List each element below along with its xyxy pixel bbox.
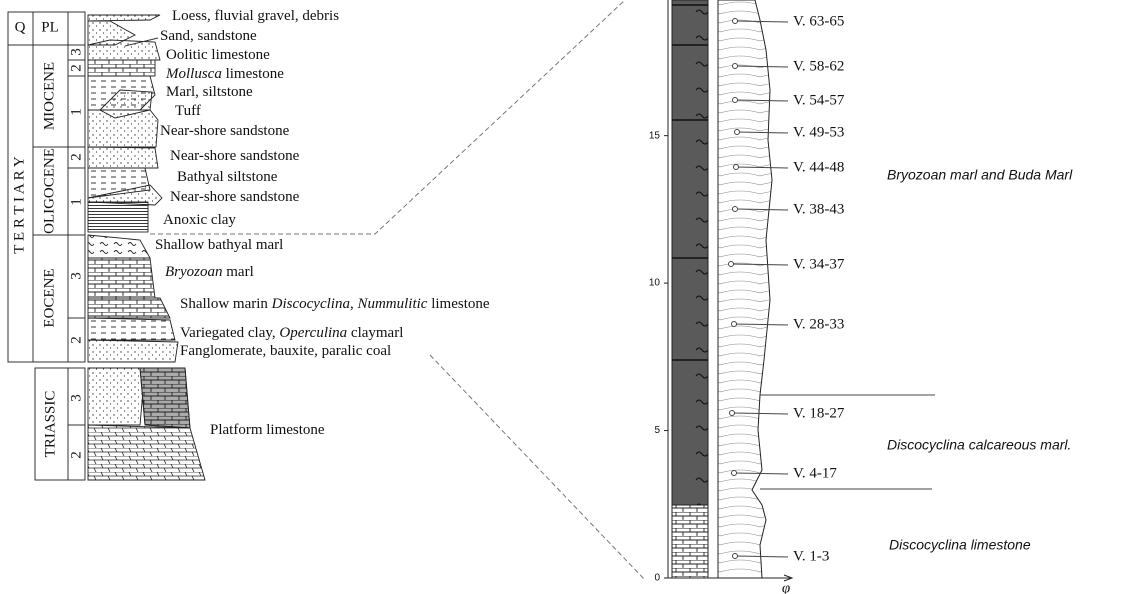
sample-label: V. 28-33 <box>793 316 844 332</box>
sample-point <box>733 98 738 103</box>
label-part: Oolitic limestone <box>166 47 270 63</box>
lithology-label: Bryozoan marl <box>165 264 254 280</box>
lithology-label: Near-shore sandstone <box>160 123 290 139</box>
sample-label: V. 38-43 <box>793 201 844 217</box>
stage-label: 2 <box>68 336 84 344</box>
epoch-label: EOCENE <box>41 268 57 327</box>
sample-label: V. 58-62 <box>793 58 844 74</box>
sample-point <box>734 165 739 170</box>
label-part: Operculina <box>279 325 347 341</box>
stage-label: 3 <box>68 272 84 280</box>
label-part: limestone <box>427 296 489 312</box>
sample-point <box>730 411 735 416</box>
label-part: claymarl <box>347 325 403 341</box>
era-label: Q <box>15 19 26 35</box>
tick-label: 10 <box>649 278 661 289</box>
epoch-label: TRIASSIC <box>42 391 58 458</box>
stage-label: 2 <box>68 451 84 459</box>
lithology-label: Fanglomerate, bauxite, paralic coal <box>180 343 391 359</box>
sample-label: V. 4-17 <box>793 465 837 481</box>
stage-label: 2 <box>68 153 84 161</box>
label-part: Sand, sandstone <box>160 28 257 44</box>
label-part: Mollusca <box>165 66 222 82</box>
lithology-label: Marl, siltstone <box>166 84 253 100</box>
sample-point <box>735 130 740 135</box>
stage-label: 3 <box>68 394 84 402</box>
sample-label: V. 63-65 <box>793 13 844 29</box>
tick-label: 0 <box>654 573 660 584</box>
label-part: , <box>350 296 358 312</box>
lithology-label: Bathyal siltstone <box>177 169 278 185</box>
sample-label: V. 34-37 <box>793 256 845 272</box>
label-part: Loess, fluvial gravel, debris <box>172 8 339 24</box>
label-part: Discocyclina <box>271 296 350 312</box>
label-part: Marl, siltstone <box>166 84 253 100</box>
lithology-label: Oolitic limestone <box>166 47 270 63</box>
label-part: marl <box>223 264 254 280</box>
labels: Q T E R T I A R Y PL MIOCENE OLIGOCENE EOCENE… <box>11 0 1073 594</box>
stage-label: 2 <box>68 64 84 72</box>
epoch-label: MIOCENE <box>41 62 57 130</box>
label-part: Platform limestone <box>210 422 325 438</box>
era-label: T E R T I A R Y <box>11 156 27 254</box>
lithology-label: Sand, sandstone <box>160 28 257 44</box>
sample-label: V. 44-48 <box>793 159 844 175</box>
sample-label: V. 54-57 <box>793 92 845 108</box>
lithology-label: Variegated clay, Operculina claymarl <box>180 325 403 341</box>
label-part: Nummulitic <box>356 296 427 312</box>
sample-point <box>733 554 738 559</box>
stage-label: 3 <box>68 48 84 56</box>
label-part: Shallow bathyal marl <box>155 237 283 253</box>
label-part: Bryozoan <box>165 264 223 280</box>
stage-label: 1 <box>68 108 84 116</box>
label-part: Tuff <box>175 103 201 119</box>
sample-point <box>732 471 737 476</box>
unit-label: Bryozoan marl and Buda Marl <box>887 167 1073 183</box>
sample-label: V. 18-27 <box>793 405 845 421</box>
label-part: Near-shore sandstone <box>170 189 300 205</box>
lithology-label: Loess, fluvial gravel, debris <box>172 8 339 24</box>
unit-label: Discocyclina calcareous marl. <box>887 437 1071 453</box>
stage-label: 1 <box>68 198 84 206</box>
lithology-label: Anoxic clay <box>163 212 236 228</box>
section <box>672 0 772 578</box>
geologic-figure: Q T E R T I A R Y PL MIOCENE OLIGOCENE EOCENE… <box>0 0 1131 594</box>
sample-point <box>729 262 734 267</box>
lithology-label: Near-shore sandstone <box>170 189 300 205</box>
sample-point <box>732 322 737 327</box>
epoch-label: OLIGOCENE <box>41 148 57 234</box>
label-part: limestone <box>222 66 284 82</box>
sample-point <box>733 64 738 69</box>
label-part: Variegated clay, <box>180 325 279 341</box>
sample-label: V. 49-53 <box>793 124 844 140</box>
tick-label: 5 <box>654 425 660 436</box>
lithology-label: Shallow bathyal marl <box>155 237 283 253</box>
label-part: Near-shore sandstone <box>160 123 290 139</box>
label-part: Near-shore sandstone <box>170 148 300 164</box>
sample-point <box>733 19 738 24</box>
lithology-label: Tuff <box>175 103 201 119</box>
sample-label: V. 1-3 <box>793 548 829 564</box>
label-part: Anoxic clay <box>163 212 236 228</box>
tick-label: 15 <box>649 130 661 141</box>
lithology-label: Platform limestone <box>210 422 325 438</box>
lithology-label: Near-shore sandstone <box>170 148 300 164</box>
lithology-label: Mollusca limestone <box>165 66 284 82</box>
label-part: Fanglomerate, bauxite, paralic coal <box>180 343 391 359</box>
label-part: Shallow marin <box>180 296 272 312</box>
x-axis-label: φ <box>782 580 790 594</box>
epoch-label: PL <box>41 19 59 35</box>
lithology-label: Shallow marin Discocyclina, Nummulitic l… <box>180 296 490 312</box>
sample-point <box>733 207 738 212</box>
label-part: Bathyal siltstone <box>177 169 278 185</box>
unit-label: Discocyclina limestone <box>889 537 1031 553</box>
